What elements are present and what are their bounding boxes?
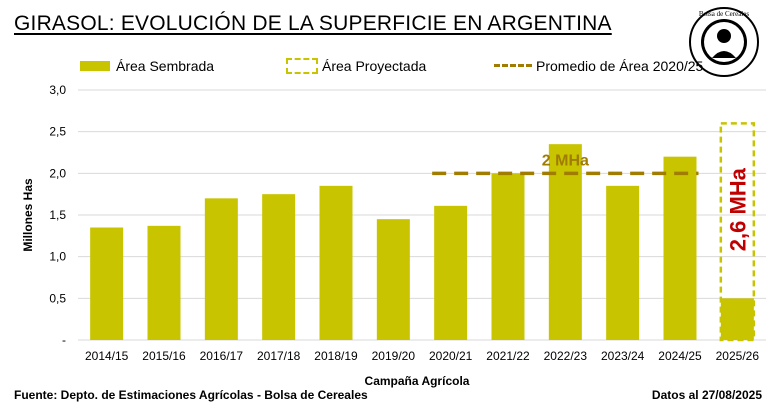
bar [606, 185, 640, 340]
footer-source: Fuente: Depto. de Estimaciones Agrícolas… [14, 388, 368, 402]
x-tick-label: 2019/20 [372, 349, 416, 363]
bar [434, 205, 468, 340]
y-tick-label: - [62, 333, 66, 347]
bar [262, 194, 296, 340]
legend-swatch-promedio [494, 64, 532, 67]
bar [376, 219, 410, 340]
x-tick-label: 2021/22 [486, 349, 530, 363]
y-tick-label: 1,0 [49, 250, 66, 264]
x-tick-label: 2022/23 [544, 349, 588, 363]
y-axis-title: Millones Has [21, 178, 35, 252]
x-tick-label: 2025/26 [716, 349, 760, 363]
bolsa-de-cereales-logo-icon: Bolsa de Cereales [689, 7, 759, 77]
legend-swatch-sembrada [80, 61, 110, 71]
x-tick-label: 2015/16 [142, 349, 186, 363]
x-tick-label: 2016/17 [200, 349, 244, 363]
y-tick-label: 3,0 [49, 83, 66, 97]
legend-label-proyectada: Área Proyectada [322, 58, 427, 74]
bar [204, 198, 238, 340]
footer-date: Datos al 27/08/2025 [651, 388, 762, 402]
legend-label-sembrada: Área Sembrada [116, 58, 215, 74]
y-tick-label: 2,0 [49, 166, 66, 180]
bar [548, 144, 582, 340]
bar [491, 173, 525, 340]
x-tick-label: 2017/18 [257, 349, 301, 363]
bar [90, 227, 124, 340]
x-axis-title: Campaña Agrícola [365, 374, 470, 388]
y-tick-label: 1,5 [49, 208, 66, 222]
chart-title: GIRASOL: EVOLUCIÓN DE LA SUPERFICIE EN A… [14, 12, 612, 35]
y-tick-label: 2,5 [49, 125, 66, 139]
x-tick-label: 2023/24 [601, 349, 645, 363]
average-label: 2 MHa [542, 152, 589, 169]
x-tick-label: 2020/21 [429, 349, 473, 363]
x-tick-label: 2024/25 [658, 349, 702, 363]
bar [720, 298, 754, 340]
projection-label: 2,6 MHa [725, 167, 750, 251]
logo-text: Bolsa de Cereales [699, 10, 749, 18]
bar [319, 185, 353, 340]
bar [147, 225, 181, 340]
legend-label-promedio: Promedio de Área 2020/25 [536, 58, 704, 74]
legend-swatch-proyectada [286, 58, 318, 74]
x-tick-label: 2018/19 [314, 349, 358, 363]
y-tick-label: 0,5 [49, 291, 66, 305]
bar [663, 156, 697, 340]
projected-bar [719, 122, 756, 342]
x-tick-label: 2014/15 [85, 349, 129, 363]
